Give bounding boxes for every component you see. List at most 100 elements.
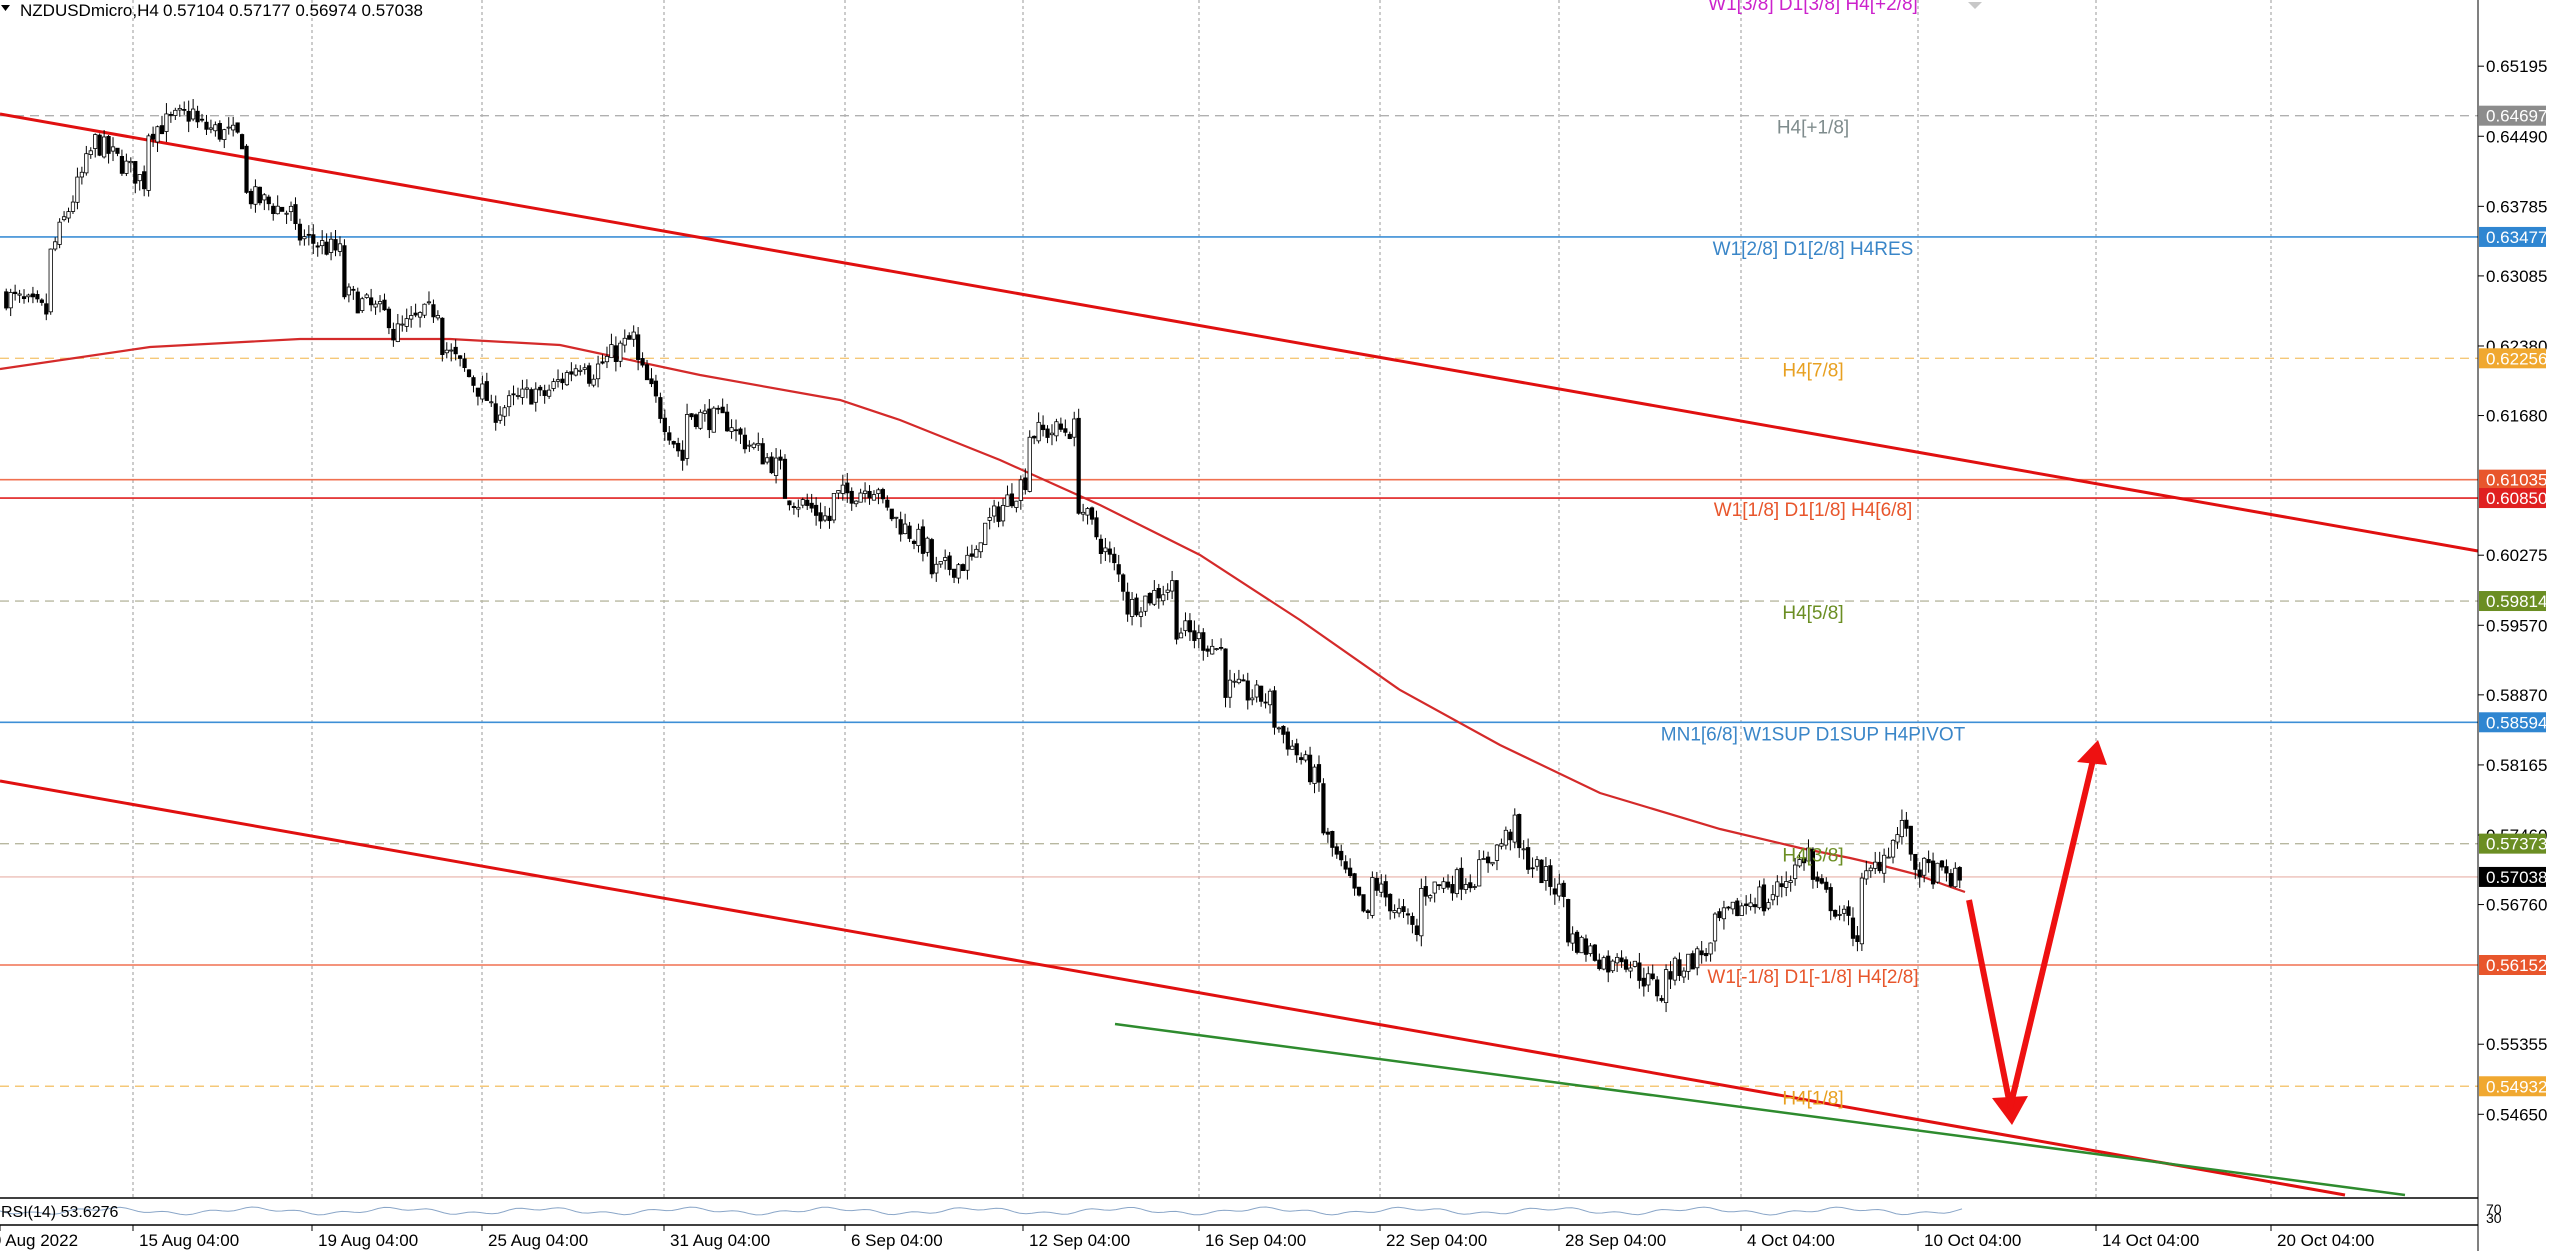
candle-body bbox=[1606, 955, 1611, 973]
candle-body bbox=[871, 494, 877, 501]
candle-body bbox=[1045, 428, 1050, 438]
candle-body bbox=[1957, 867, 1962, 881]
candle-body bbox=[760, 443, 765, 465]
candle-body bbox=[1695, 948, 1700, 969]
candle-body bbox=[1895, 834, 1900, 843]
candle-body bbox=[925, 537, 930, 553]
candle-body bbox=[1005, 494, 1010, 507]
candle-body bbox=[88, 150, 93, 155]
candle-body bbox=[1138, 611, 1144, 617]
candle-body bbox=[636, 334, 641, 360]
rsi-line bbox=[0, 1206, 1963, 1216]
candle-body bbox=[1361, 894, 1366, 912]
candle-body bbox=[453, 346, 458, 355]
candle-body bbox=[1009, 493, 1015, 507]
candle-body bbox=[520, 388, 525, 398]
candle-body bbox=[70, 201, 76, 212]
candle-body bbox=[689, 413, 694, 418]
candle-body bbox=[1566, 899, 1571, 943]
candle-body bbox=[1089, 507, 1095, 520]
candle-body bbox=[640, 358, 645, 366]
candle-body bbox=[1490, 861, 1495, 865]
candle-body bbox=[538, 386, 543, 391]
candle-body bbox=[1655, 979, 1660, 997]
candle-body bbox=[524, 387, 529, 390]
price-tag-box bbox=[2479, 1076, 2546, 1097]
candle-body bbox=[934, 563, 939, 574]
candle-body bbox=[226, 126, 231, 129]
time-tick-label: 31 Aug 04:00 bbox=[670, 1231, 770, 1250]
candle-body bbox=[613, 345, 618, 362]
candle-body bbox=[1134, 597, 1139, 616]
candle-body bbox=[1183, 620, 1188, 632]
candle-body bbox=[1717, 911, 1722, 919]
candle-body bbox=[1953, 867, 1958, 888]
candle-body bbox=[742, 434, 748, 450]
candle-body bbox=[889, 508, 894, 520]
candle-body bbox=[417, 312, 423, 318]
candle-body bbox=[284, 212, 289, 215]
candle-body bbox=[1352, 873, 1357, 889]
candle-body bbox=[555, 379, 561, 382]
candle-body bbox=[1450, 884, 1455, 894]
candle-body bbox=[1637, 962, 1642, 981]
candle-body bbox=[199, 118, 205, 121]
current-price-label: 0.57038 bbox=[2486, 868, 2547, 887]
upper-trendline bbox=[0, 112, 2479, 553]
candle-body bbox=[386, 308, 392, 329]
candle-body bbox=[44, 303, 49, 315]
candle-body bbox=[248, 190, 254, 205]
candle-body bbox=[867, 490, 872, 499]
price-tag-label: 0.64697 bbox=[2486, 107, 2547, 126]
candle-body bbox=[1641, 977, 1646, 987]
candle-body bbox=[876, 489, 881, 494]
candle-body bbox=[1076, 417, 1081, 514]
candle-body bbox=[1379, 883, 1384, 893]
candle-body bbox=[1103, 547, 1108, 553]
candle-body bbox=[324, 241, 329, 255]
candle-body bbox=[716, 407, 721, 410]
candle-body bbox=[542, 390, 547, 396]
candle-body bbox=[515, 395, 521, 397]
candle-body bbox=[1628, 967, 1633, 972]
ohlc-values: 0.57104 0.57177 0.56974 0.57038 bbox=[163, 1, 423, 20]
time-tick-label: 16 Sep 04:00 bbox=[1205, 1231, 1306, 1250]
candle-body bbox=[1441, 881, 1446, 889]
candle-body bbox=[1254, 684, 1259, 698]
price-tag-label: 0.56152 bbox=[2486, 956, 2547, 975]
candle-body bbox=[1236, 678, 1241, 684]
candle-body bbox=[885, 499, 890, 508]
candle-body bbox=[360, 298, 365, 311]
candle-body bbox=[444, 349, 449, 354]
candle-body bbox=[1192, 630, 1197, 641]
candle-body bbox=[591, 378, 596, 386]
arrow-head-down bbox=[1992, 1096, 2028, 1125]
dropdown-triangle-icon[interactable] bbox=[1, 5, 10, 11]
candle-body bbox=[288, 205, 294, 213]
time-tick-label: 15 Aug 04:00 bbox=[139, 1231, 239, 1250]
candle-body bbox=[1392, 910, 1397, 914]
price-tag-label: 0.58594 bbox=[2486, 713, 2547, 732]
level-label-2: H4[7/8] bbox=[1782, 360, 1843, 381]
candle-body bbox=[462, 358, 467, 368]
candle-body bbox=[1779, 883, 1784, 888]
candle-body bbox=[1686, 953, 1691, 972]
candle-body bbox=[1819, 878, 1824, 884]
candle-body bbox=[1712, 913, 1718, 942]
candle-body bbox=[1054, 421, 1059, 437]
candle-body bbox=[280, 206, 285, 212]
time-axis: 9 Aug 2022 15 Aug 04:00 19 Aug 04:00 25 Aug… bbox=[0, 1225, 2374, 1250]
candle-body bbox=[137, 174, 142, 182]
candle-body bbox=[328, 238, 334, 253]
candle-body bbox=[733, 429, 739, 432]
level-label-7: H4[3/8] bbox=[1782, 846, 1843, 867]
candle-body bbox=[1325, 831, 1330, 835]
candle-body bbox=[235, 122, 240, 133]
rsi-label: RSI(14) 53.6276 bbox=[1, 1204, 119, 1221]
price-tag-label: 0.61035 bbox=[2486, 471, 2547, 490]
candle-body bbox=[222, 129, 227, 141]
candle-body bbox=[1000, 504, 1006, 522]
candle-body bbox=[1428, 895, 1433, 899]
